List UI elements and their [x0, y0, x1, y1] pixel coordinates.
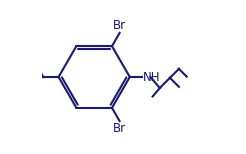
Text: NH: NH	[142, 71, 160, 83]
Text: Br: Br	[113, 19, 126, 32]
Text: Br: Br	[113, 122, 126, 135]
